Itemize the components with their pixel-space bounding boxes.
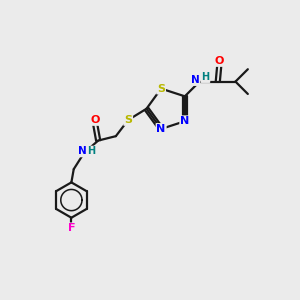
- Text: H: H: [201, 72, 209, 82]
- Text: N: N: [157, 124, 166, 134]
- Text: S: S: [157, 84, 165, 94]
- Text: F: F: [68, 223, 75, 233]
- Text: N: N: [180, 116, 189, 126]
- Text: O: O: [91, 115, 100, 125]
- Text: N: N: [78, 146, 87, 157]
- Text: S: S: [124, 115, 132, 125]
- Text: O: O: [214, 56, 224, 66]
- Text: N: N: [191, 75, 200, 85]
- Text: H: H: [87, 146, 95, 157]
